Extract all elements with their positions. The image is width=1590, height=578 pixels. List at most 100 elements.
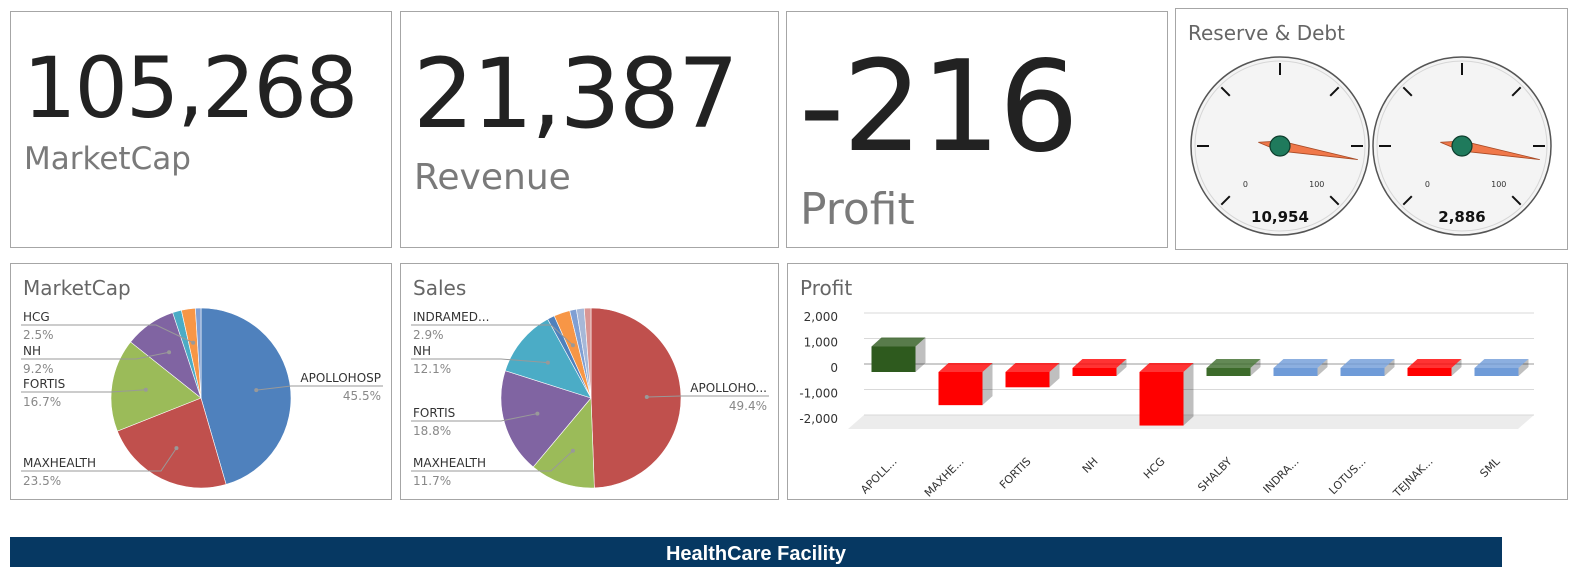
pie-leader-line	[21, 389, 146, 393]
pie-slice	[583, 307, 592, 399]
gauge-hub	[1269, 135, 1291, 157]
pie-label-name: MAXHEALTH	[23, 456, 96, 470]
pie-slice	[590, 307, 682, 489]
pie-leader-line	[21, 447, 177, 472]
reserve-debt-gauges-tile[interactable]: Reserve & Debt 0 100 10,954 0 100 2,886	[1175, 8, 1568, 250]
bar-top	[1139, 363, 1194, 372]
bar-front	[1407, 368, 1452, 376]
pie-leader-line	[21, 351, 170, 360]
gauge-inner-ring	[1376, 60, 1548, 232]
pie-label-name: NH	[413, 344, 431, 358]
gauges-svg: 0 100 10,954 0 100 2,886	[1190, 56, 1552, 236]
pie-label-pct: 9.2%	[23, 362, 54, 376]
bar-front	[938, 372, 983, 406]
pie-leader-line	[21, 324, 194, 344]
x-category-label: SHALBY	[1195, 455, 1234, 494]
gauge-tick	[1402, 86, 1413, 97]
y-tick-label: 1,000	[804, 336, 838, 350]
marketcap-pie-title: MarketCap	[23, 276, 131, 300]
y-tick-label: -1,000	[799, 387, 838, 401]
bar-front	[1005, 372, 1050, 388]
pie-label-name: APOLLOHO...	[690, 381, 767, 395]
pie-label-name: INDRAMED...	[413, 310, 489, 324]
bar-side	[1317, 359, 1328, 376]
bar-top	[1407, 359, 1462, 368]
chart-floor	[848, 415, 1534, 429]
bar-top	[938, 363, 993, 372]
y-tick-label: -2,000	[799, 412, 838, 426]
marketcap-pie-tile[interactable]: MarketCap APOLLOHOSP 45.5% MAXHEALTH 23.5% F…	[10, 263, 392, 500]
kpi-marketcap-label: MarketCap	[24, 141, 191, 177]
pie-leader-line	[411, 450, 574, 472]
x-category-label: SML	[1477, 454, 1503, 480]
bar-front	[1273, 368, 1318, 376]
profit-bar-title: Profit	[800, 276, 853, 300]
profit-bar-tile[interactable]: Profit 2,000 1,000 0 -1,000 -2,000 APOLL... MA…	[787, 263, 1568, 500]
pie-label-pct: 2.9%	[413, 328, 444, 342]
bar-top	[1340, 359, 1395, 368]
kpi-revenue-tile[interactable]: 21,387 Revenue	[400, 11, 779, 248]
pie-label-pct: 23.5%	[23, 474, 61, 488]
pie-label-pct: 18.8%	[413, 424, 451, 438]
kpi-profit-label: Profit	[800, 184, 915, 235]
y-tick-label: 2,000	[804, 310, 838, 324]
kpi-marketcap-tile[interactable]: 105,268 MarketCap	[10, 11, 392, 248]
gauge-tick	[1220, 86, 1231, 97]
bar-top	[871, 337, 926, 347]
x-category-label: APOLL...	[858, 455, 899, 496]
x-category-label: INDRA...	[1261, 455, 1302, 496]
pie-slice	[532, 397, 595, 489]
gauge-tick	[1220, 195, 1231, 206]
kpi-revenue-label: Revenue	[414, 157, 571, 198]
bar-side	[1518, 359, 1529, 376]
pie-slice	[110, 341, 202, 432]
bar-side	[1049, 363, 1060, 388]
sales-pie-tile[interactable]: Sales APOLLOHO... 49.4% MAXHEALTH 11.7% FORT…	[400, 263, 779, 500]
x-category-label: LOTUS...	[1326, 455, 1368, 497]
pie-label-pct: 16.7%	[23, 395, 61, 409]
bar-front	[1072, 368, 1117, 376]
gauge-max-label: 100	[1491, 180, 1506, 189]
gauge-tick	[1329, 195, 1340, 206]
pie-label-pct: 12.1%	[413, 362, 451, 376]
sales-pie-chart: APOLLOHO... 49.4% MAXHEALTH 11.7% FORTIS 18.8…	[411, 307, 769, 489]
pie-label-pct: 49.4%	[729, 399, 767, 413]
gauge-min-label: 0	[1243, 180, 1248, 189]
pie-label-pct: 11.7%	[413, 474, 451, 488]
pie-slice	[200, 307, 292, 485]
bar-side	[982, 363, 993, 406]
x-category-label: TEJNAK...	[1390, 455, 1436, 500]
gauge-inner-ring	[1194, 60, 1366, 232]
pie-label-name: NH	[23, 344, 41, 358]
y-tick-label: 0	[830, 361, 838, 375]
gauge-hub	[1451, 135, 1473, 157]
bar-front	[1340, 368, 1385, 376]
gauge-min-label: 0	[1425, 180, 1430, 189]
profit-bar-chart: 2,000 1,000 0 -1,000 -2,000 APOLL... MAXHE... F…	[799, 310, 1534, 500]
bar-top	[1273, 359, 1328, 368]
gauge-tick	[1402, 195, 1413, 206]
gauge-tick	[1329, 86, 1340, 97]
pie-leader-line	[646, 395, 769, 398]
bar-top	[1005, 363, 1060, 372]
bar-side	[1116, 359, 1127, 376]
pie-label-pct: 45.5%	[343, 389, 381, 403]
bar-front	[1139, 372, 1184, 426]
footer-banner: HealthCare Facility	[10, 537, 1502, 567]
bar-side	[1250, 359, 1261, 376]
pie-label-name: MAXHEALTH	[413, 456, 486, 470]
pie-label-name: APOLLOHOSP	[300, 371, 381, 385]
kpi-revenue-value: 21,387	[413, 38, 739, 150]
pie-leader-line	[411, 358, 548, 364]
pie-leader-line	[411, 324, 574, 346]
gauge-value-label: 10,954	[1251, 208, 1309, 226]
pie-slice	[195, 307, 202, 399]
pie-label-pct: 2.5%	[23, 328, 54, 342]
x-category-label: NH	[1080, 455, 1101, 476]
kpi-profit-tile[interactable]: -216 Profit	[786, 11, 1168, 248]
gauges-title: Reserve & Debt	[1188, 21, 1345, 45]
pie-label-name: FORTIS	[23, 377, 65, 391]
marketcap-pie-chart: APOLLOHOSP 45.5% MAXHEALTH 23.5% FORTIS 16.7%…	[21, 307, 383, 489]
pie-label-name: HCG	[23, 310, 50, 324]
pie-label-dot	[535, 411, 540, 416]
